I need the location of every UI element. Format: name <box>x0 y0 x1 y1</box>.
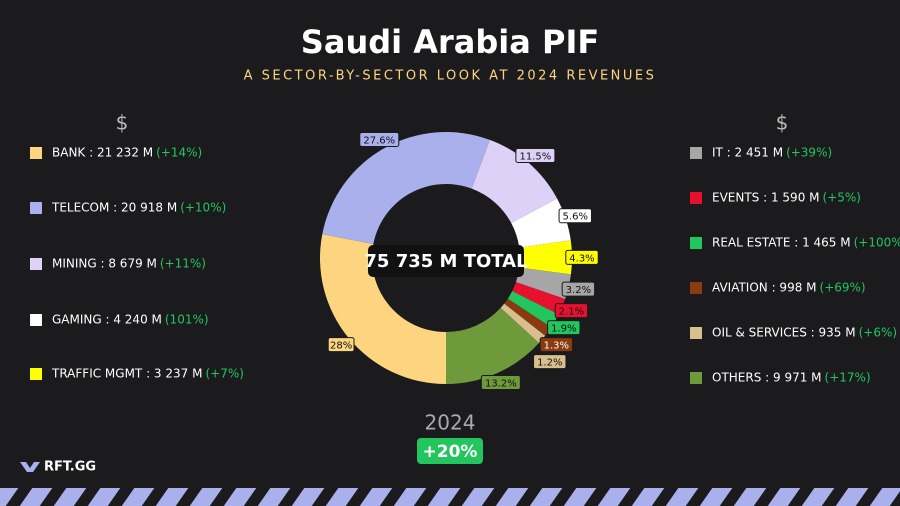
legend-change: (+10%) <box>180 201 226 215</box>
value-label: 27.6% <box>363 135 395 146</box>
legend-change: (+6%) <box>859 326 897 340</box>
legend-label: BANK : 21 232 M <box>52 146 153 160</box>
legend-swatch <box>30 258 42 270</box>
brand: RFT.GG <box>44 460 96 475</box>
total-label: 75 735 M TOTAL <box>364 251 527 272</box>
value-label: 1.3% <box>544 341 569 352</box>
donut-slice <box>519 240 572 275</box>
donut-slice <box>500 303 546 344</box>
stripe-band <box>0 488 900 506</box>
value-label: 2.1% <box>559 307 584 318</box>
value-label: 13.2% <box>485 378 517 389</box>
value-label-bg <box>558 208 592 224</box>
legend-swatch <box>690 282 702 294</box>
value-label-bg <box>480 374 521 390</box>
legend-label: IT : 2 451 M <box>712 146 783 160</box>
legend-change: (+7%) <box>205 367 243 381</box>
legend-change: (+39%) <box>786 146 832 160</box>
currency-right: $ <box>776 111 789 135</box>
legend-swatch <box>30 368 42 380</box>
value-label-bg <box>547 320 581 336</box>
donut-slice <box>320 234 446 384</box>
donut-slice <box>512 282 566 315</box>
currency-left: $ <box>116 111 129 135</box>
brand-logo <box>20 462 40 472</box>
title: Saudi Arabia PIF <box>301 23 599 61</box>
value-label-bg <box>359 131 400 147</box>
legend-label: OIL & SERVICES : 935 M <box>712 326 856 340</box>
value-label: 4.3% <box>569 253 594 264</box>
legend-swatch <box>690 192 702 204</box>
value-label: 1.9% <box>551 324 576 335</box>
year-change-badge <box>417 438 483 464</box>
value-label: 1.2% <box>537 358 562 369</box>
donut-slice <box>511 198 571 248</box>
donut-slice <box>446 307 539 385</box>
value-label: 3.2% <box>566 285 591 296</box>
year-change: +20% <box>423 442 478 462</box>
value-label-bg <box>327 337 355 353</box>
legend-label: REAL ESTATE : 1 465 M <box>712 236 851 250</box>
legend-label: EVENTS : 1 590 M <box>712 191 820 205</box>
value-label-bg <box>539 337 574 353</box>
total-badge <box>368 245 524 277</box>
legend-change: (101%) <box>165 313 209 327</box>
value-label: 28% <box>330 341 352 352</box>
donut-slice <box>504 298 552 336</box>
value-label-bg <box>515 147 556 163</box>
value-label-bg <box>565 249 599 265</box>
legend-swatch <box>690 147 702 159</box>
legend-change: (+11%) <box>160 257 206 271</box>
value-label: 5.6% <box>563 212 588 223</box>
legend-swatch <box>30 202 42 214</box>
legend-change: (+69%) <box>820 281 866 295</box>
legend-change: (+17%) <box>825 371 871 385</box>
legend-swatch <box>690 327 702 339</box>
legend-label: TELECOM : 20 918 M <box>51 201 177 215</box>
legend-label: AVIATION : 998 M <box>712 281 817 295</box>
legend-label: OTHERS : 9 971 M <box>712 371 822 385</box>
legend-swatch <box>690 372 702 384</box>
legend-swatch <box>690 237 702 249</box>
value-label-bg <box>533 354 567 370</box>
year: 2024 <box>425 411 476 435</box>
legend-label: MINING : 8 679 M <box>52 257 157 271</box>
legend-change: (+5%) <box>823 191 861 205</box>
legend-change: (+100%) <box>854 236 900 250</box>
value-label: 11.5% <box>519 151 551 162</box>
donut-slice <box>507 291 559 328</box>
donut-slice <box>322 132 490 245</box>
subtitle: A SECTOR-BY-SECTOR LOOK AT 2024 REVENUES <box>244 69 657 84</box>
value-label-bg <box>554 303 589 319</box>
legend-swatch <box>30 147 42 159</box>
legend-label: TRAFFIC MGMT : 3 237 M <box>51 367 202 381</box>
donut-slice <box>515 267 571 300</box>
legend-label: GAMING : 4 240 M <box>52 313 162 327</box>
value-label-bg <box>561 281 596 297</box>
legend-change: (+14%) <box>156 146 202 160</box>
legend-swatch <box>30 314 42 326</box>
donut-slice <box>471 139 558 224</box>
